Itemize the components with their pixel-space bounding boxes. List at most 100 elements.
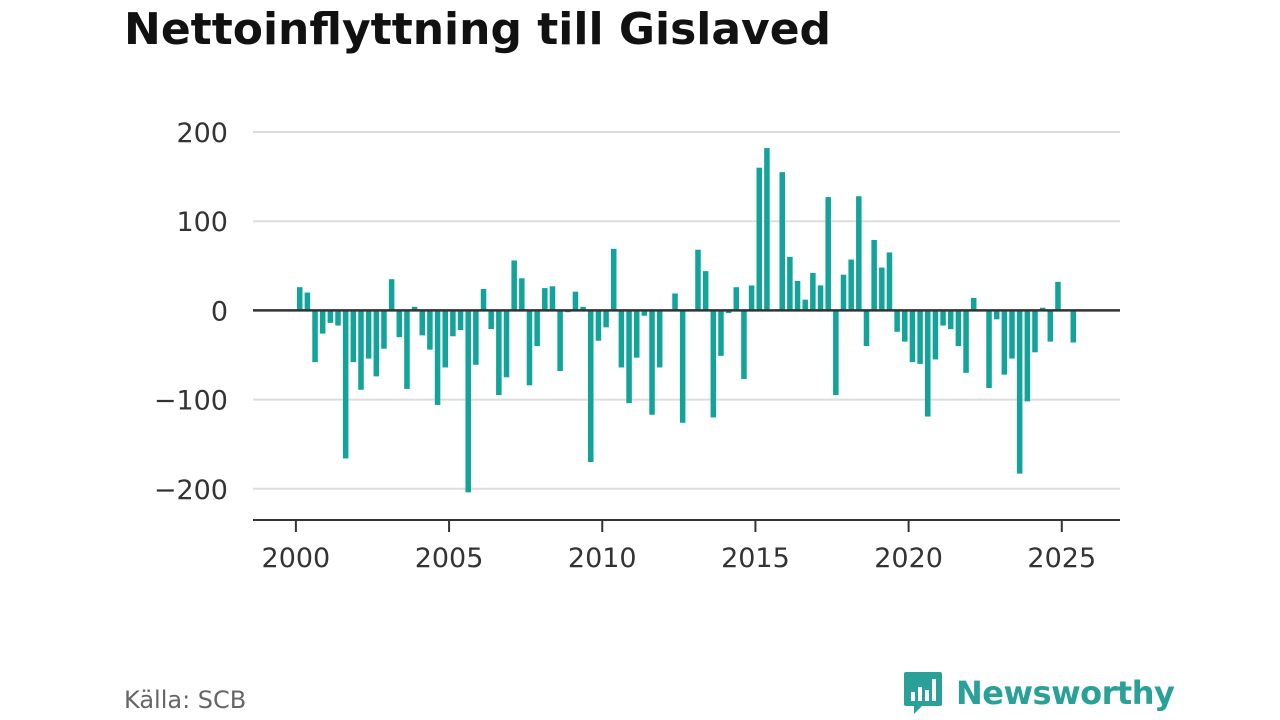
bar (840, 274, 847, 311)
bar (427, 310, 433, 350)
bar (871, 239, 877, 311)
bar (848, 259, 854, 311)
bar (580, 306, 586, 311)
bar (764, 148, 770, 311)
bar (1070, 310, 1077, 343)
bar (457, 310, 464, 331)
bar (450, 310, 456, 337)
bar (496, 310, 502, 396)
bar (1032, 310, 1038, 353)
bar (641, 310, 648, 316)
bar (549, 286, 556, 311)
bar (787, 256, 793, 311)
y-tick-label: 100 (176, 207, 228, 238)
bar (1047, 310, 1054, 342)
bar (480, 288, 487, 311)
y-tick-label: −200 (154, 475, 228, 506)
bar (756, 167, 763, 311)
bar (296, 287, 303, 311)
y-tick-label: 200 (176, 118, 228, 149)
bar (733, 287, 740, 311)
y-tick-label: −100 (154, 386, 228, 417)
bar (1009, 310, 1015, 359)
bar (388, 279, 395, 311)
x-tick-label: 2015 (721, 543, 790, 574)
bar (442, 310, 448, 368)
bar (810, 272, 816, 311)
bar (335, 310, 341, 326)
gridlines (253, 131, 1120, 490)
bar (381, 310, 387, 349)
bar (863, 310, 870, 347)
bar (1039, 307, 1046, 311)
bar (825, 197, 831, 311)
y-tick-label: 0 (211, 296, 228, 327)
bar (603, 310, 609, 328)
bar (886, 252, 893, 311)
axes (253, 309, 1120, 532)
bar (695, 249, 701, 311)
brand-logo: Newsworthy (902, 670, 1175, 716)
bar (572, 291, 579, 311)
bar (404, 310, 410, 389)
bar (925, 310, 931, 417)
bar (656, 310, 663, 368)
bar (672, 293, 678, 311)
bar (894, 310, 900, 332)
bar (986, 310, 992, 388)
bar (526, 310, 533, 386)
bar (488, 310, 494, 330)
bar (350, 310, 357, 363)
bar (519, 278, 525, 311)
x-tick-label: 2025 (1027, 543, 1096, 574)
bar (511, 260, 517, 311)
bar (327, 310, 334, 323)
bar (909, 310, 916, 363)
page-title: Nettoinflyttning till Gislaved (124, 4, 832, 55)
bar (748, 285, 755, 311)
bar (993, 310, 1000, 320)
bar (595, 310, 602, 341)
bar (718, 310, 724, 356)
bar (833, 310, 839, 396)
bar (610, 248, 617, 311)
x-tick-label: 2010 (568, 543, 637, 574)
bar (779, 172, 785, 311)
bar (358, 310, 364, 390)
bar (312, 310, 318, 363)
bar (817, 285, 824, 311)
bar (633, 310, 640, 358)
bar (649, 310, 655, 415)
bar (802, 299, 808, 311)
bar (411, 306, 418, 311)
bar (557, 310, 563, 372)
bar (947, 310, 954, 330)
bar (963, 310, 969, 373)
bar (932, 310, 939, 360)
bar (434, 310, 441, 405)
bar (1024, 310, 1031, 402)
bar (794, 280, 801, 311)
bar (396, 310, 403, 338)
bar (917, 310, 923, 364)
bar (879, 267, 885, 311)
newsworthy-logo-icon (904, 672, 942, 714)
bar (856, 196, 862, 311)
bar (725, 310, 732, 314)
bar (1001, 310, 1008, 375)
source-note: Källa: SCB (124, 686, 247, 714)
bar (342, 310, 349, 459)
bar (1016, 310, 1023, 474)
x-tick-label: 2005 (415, 543, 484, 574)
bar (618, 310, 625, 368)
bar (373, 310, 380, 377)
bar (626, 310, 632, 404)
bar (970, 297, 977, 311)
bar (365, 310, 372, 359)
bar (940, 310, 946, 326)
bar (679, 310, 686, 423)
bar (319, 310, 326, 334)
bar (465, 310, 471, 493)
brand-name: Newsworthy (956, 674, 1175, 712)
